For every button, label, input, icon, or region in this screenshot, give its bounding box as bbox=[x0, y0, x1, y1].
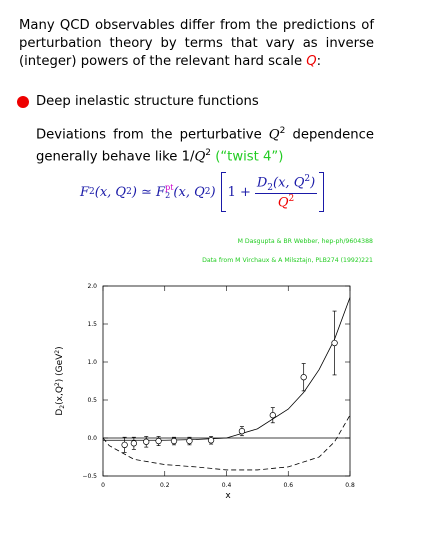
data-point bbox=[155, 437, 162, 445]
y-label-part: (x,Q bbox=[55, 386, 65, 405]
detail-text: dependence generally behave like 1/ bbox=[36, 127, 374, 165]
f-exp: 2 bbox=[304, 173, 311, 184]
y-label-part: ) (GeV bbox=[55, 353, 65, 382]
f-sym: F bbox=[80, 184, 90, 200]
f-exp: 2 bbox=[126, 187, 132, 197]
y-tick-label: 0.0 bbox=[87, 435, 97, 442]
f-sym: ) ≃ F bbox=[131, 184, 166, 200]
plot-frame bbox=[102, 285, 351, 477]
intro-text: Many QCD observables differ from the pre… bbox=[19, 18, 374, 69]
fraction: D2(x, Q2) Q2 bbox=[254, 173, 318, 211]
detail-note: (“twist 4”) bbox=[211, 149, 284, 165]
bracket bbox=[220, 172, 226, 212]
y-tick-label: 2.0 bbox=[87, 283, 97, 290]
x-tick-label: 0.4 bbox=[222, 482, 232, 489]
y-label-part: D bbox=[55, 409, 65, 416]
detail: Deviations from the perturbative Q2 depe… bbox=[36, 122, 374, 167]
intro: Many QCD observables differ from the pre… bbox=[19, 17, 374, 71]
bullet: Deep inelastic structure functions bbox=[36, 94, 259, 109]
x-tick-label: 0.8 bbox=[345, 482, 355, 489]
intro-text: : bbox=[316, 54, 322, 69]
f-sym: (x, Q bbox=[273, 175, 305, 191]
model-curve bbox=[103, 297, 351, 441]
reference: M Dasgupta & BR Webber, hep-ph/9604388 bbox=[237, 238, 373, 245]
f-sym: (x, Q bbox=[173, 184, 205, 200]
data-point bbox=[331, 339, 338, 347]
f-sym: D bbox=[256, 175, 268, 191]
f-sub: 2 bbox=[267, 182, 274, 193]
bracket bbox=[319, 172, 325, 212]
f-sym: ) bbox=[210, 184, 216, 200]
y-label: D2(x,Q2) (GeV2) bbox=[54, 346, 66, 415]
f-sym: ) bbox=[310, 175, 316, 191]
detail-exp: 2 bbox=[205, 148, 211, 159]
data-point bbox=[238, 428, 246, 435]
f-sup: pt bbox=[165, 183, 174, 192]
f-sub: 2 bbox=[89, 187, 95, 197]
y-tick-label: −0.5 bbox=[82, 473, 97, 480]
data-point bbox=[170, 437, 178, 445]
data-point bbox=[121, 441, 128, 448]
f-sym: Q bbox=[277, 195, 289, 211]
model-curve bbox=[102, 414, 351, 471]
y-tick-label: 0.5 bbox=[87, 397, 97, 404]
x-label: x bbox=[225, 491, 231, 501]
f-sub: 2 bbox=[165, 191, 171, 200]
y-label-part: 2 bbox=[54, 382, 61, 386]
reference: Data from M Virchaux & A Milsztajn, PLB2… bbox=[202, 257, 373, 264]
x-tick-label: 0.2 bbox=[160, 482, 170, 489]
detail-exp: 2 bbox=[279, 126, 286, 136]
y-tick-label: 1.0 bbox=[87, 359, 97, 366]
data-point bbox=[207, 437, 215, 444]
f-sym: 1 + bbox=[227, 184, 251, 200]
data-point bbox=[269, 412, 276, 419]
detail-symbol: Q bbox=[268, 127, 280, 143]
data-point bbox=[143, 438, 150, 445]
data-point bbox=[186, 437, 193, 445]
bullet-dot bbox=[17, 96, 29, 108]
f-exp: 2 bbox=[288, 193, 295, 204]
intro-symbol: Q bbox=[306, 54, 317, 69]
y-label-part: ) bbox=[55, 346, 65, 350]
x-tick-label: 0 bbox=[101, 482, 105, 489]
y-label-part: 2 bbox=[54, 350, 61, 354]
data-point bbox=[130, 440, 138, 447]
chart: x D2(x,Q2) (GeV2) 0 0.2 0.4 0.6 0.8−0.50.00.… bbox=[54, 283, 355, 501]
f-sym: (x, Q bbox=[94, 184, 127, 200]
y-tick-label: 1.5 bbox=[87, 321, 97, 328]
detail-symbol: Q bbox=[194, 149, 206, 165]
detail-text: Deviations from the perturbative bbox=[36, 127, 269, 143]
x-tick-label: 0.6 bbox=[283, 482, 293, 489]
data-point bbox=[300, 374, 307, 381]
y-label-part: 2 bbox=[59, 405, 66, 409]
f-exp: 2 bbox=[204, 187, 211, 197]
